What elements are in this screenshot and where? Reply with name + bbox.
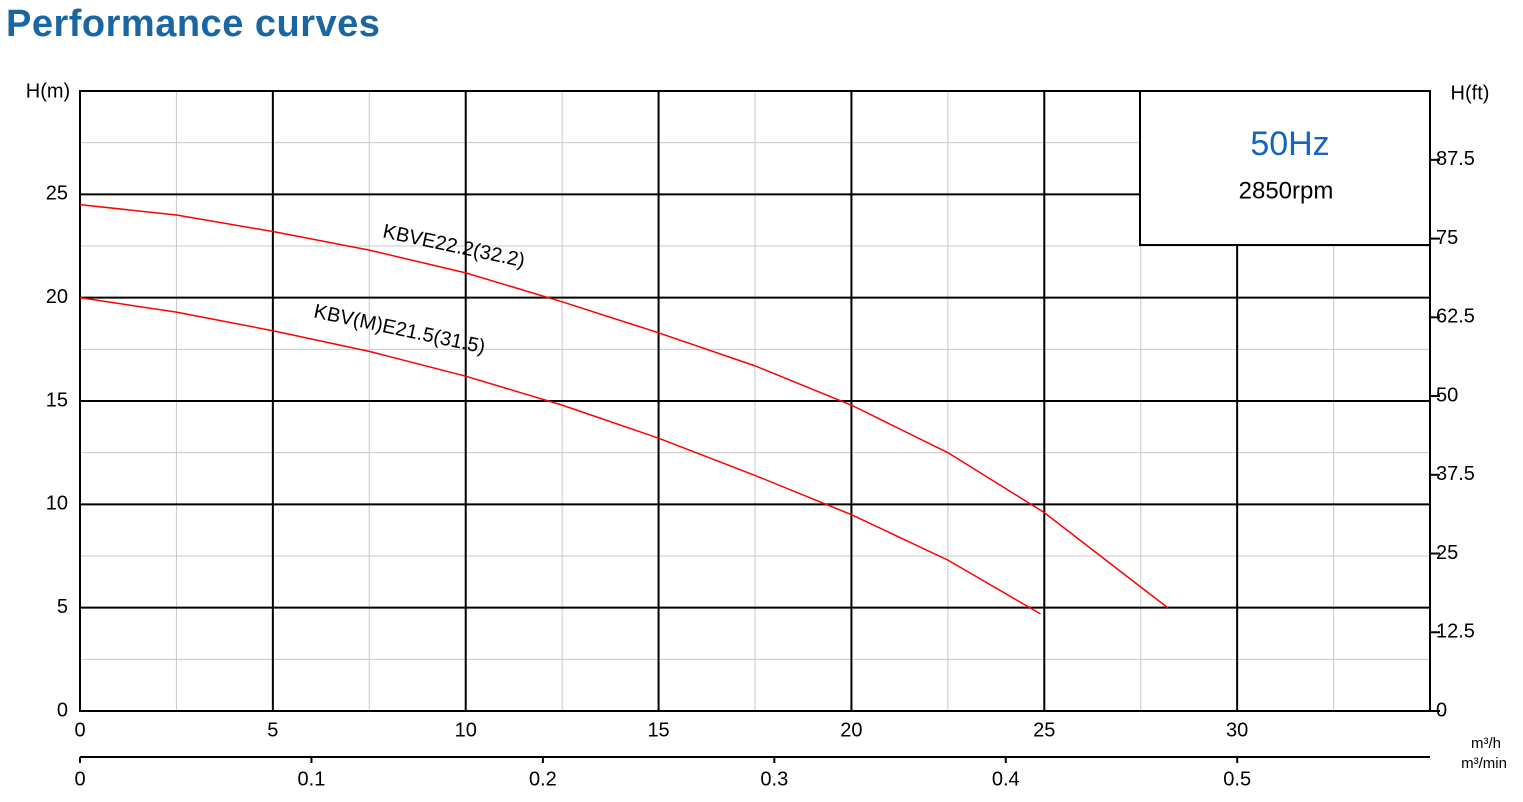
y2-tick-label: 62.5: [1436, 306, 1475, 328]
y-tick-label: 15: [46, 389, 68, 411]
x2-axis-label: m³/min: [1461, 755, 1507, 772]
x2-tick-label: 0.1: [298, 768, 326, 790]
x-axis-label: m³/h: [1471, 735, 1501, 752]
y-tick-label: 5: [57, 596, 68, 618]
curve: [79, 203, 1169, 609]
y2-axis-label: H(ft): [1451, 82, 1490, 104]
x2-tick-label: 0.3: [760, 768, 788, 790]
x-tick-label: 0: [74, 719, 85, 741]
y-tick-label: 10: [46, 493, 68, 515]
x2-tick-label: 0.4: [992, 768, 1020, 790]
y2-tick-label: 75: [1436, 227, 1458, 249]
curve-label: KBVE22.2(32.2): [381, 221, 527, 273]
y2-tick-label: 12.5: [1436, 621, 1475, 643]
x-tick-label: 30: [1226, 719, 1248, 741]
plot-frame: [79, 90, 1431, 712]
y-tick-label: 25: [46, 183, 68, 205]
x2-tick-label: 0.5: [1223, 768, 1251, 790]
info-box: [1139, 90, 1431, 246]
speed-label: 2850rpm: [1239, 177, 1334, 204]
y2-tick-label: 37.5: [1436, 463, 1475, 485]
x-tick-label: 25: [1033, 719, 1055, 741]
y2-tick-label: 0: [1436, 699, 1447, 721]
y-axis-label: H(m): [26, 80, 70, 102]
x-tick-label: 5: [267, 719, 278, 741]
y2-tick-label: 87.5: [1436, 148, 1475, 170]
y2-tick-label: 25: [1436, 542, 1458, 564]
x2-tick-label: 0: [74, 768, 85, 790]
y2-tick-label: 50: [1436, 384, 1458, 406]
y-tick-label: 0: [57, 699, 68, 721]
x-tick-label: 20: [840, 719, 862, 741]
chart-title: Performance curves: [6, 3, 380, 45]
x-tick-label: 10: [455, 719, 477, 741]
frequency-label: 50Hz: [1250, 125, 1329, 163]
x-tick-label: 15: [647, 719, 669, 741]
curve: [79, 296, 1041, 615]
y-tick-label: 20: [46, 286, 68, 308]
x2-tick-label: 0.2: [529, 768, 557, 790]
